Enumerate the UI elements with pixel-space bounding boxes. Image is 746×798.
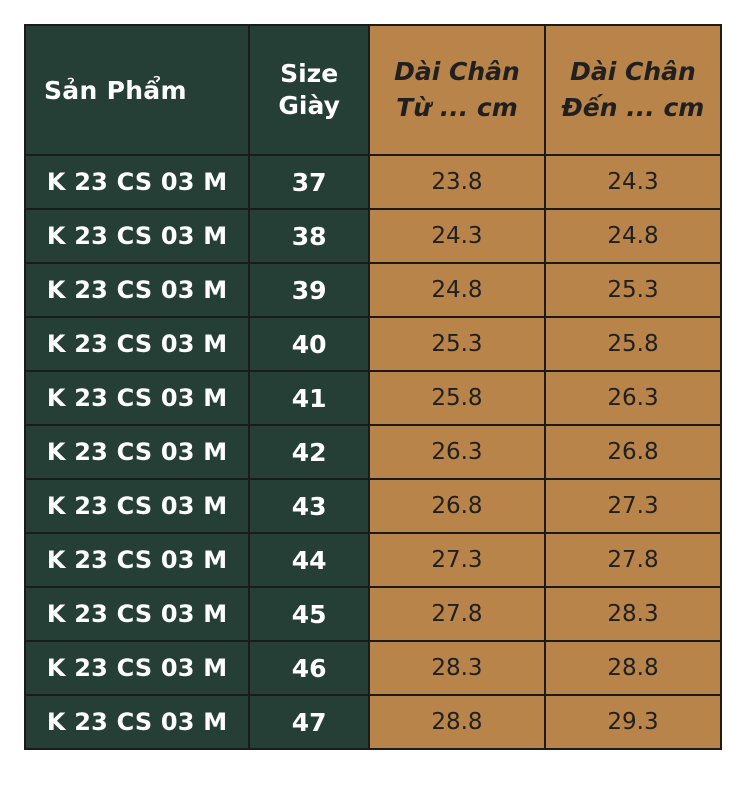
header-foot-length-from: Dài Chân Từ ... cm <box>367 24 546 156</box>
length-to-cell: 26.8 <box>543 424 723 480</box>
size-cell: 46 <box>248 640 370 696</box>
table-row: K 23 CS 03 M 38 24.3 24.8 <box>23 208 723 264</box>
table-body: K 23 CS 03 M 37 23.8 24.3 K 23 CS 03 M 38 24.3… <box>23 154 723 750</box>
header-row: Sản Phẩm Size Giày Dài Chân Từ ... cm Dà… <box>23 24 723 156</box>
header-size-line1: Size <box>280 59 339 88</box>
length-to-cell: 29.3 <box>543 694 723 750</box>
size-cell: 44 <box>248 532 370 588</box>
product-cell: K 23 CS 03 M <box>23 532 251 588</box>
size-chart-table: Sản Phẩm Size Giày Dài Chân Từ ... cm Dà… <box>23 24 723 750</box>
table-row: K 23 CS 03 M 47 28.8 29.3 <box>23 694 723 750</box>
product-cell: K 23 CS 03 M <box>23 424 251 480</box>
length-to-cell: 28.8 <box>543 640 723 696</box>
size-cell: 47 <box>248 694 370 750</box>
length-from-cell: 24.3 <box>367 208 546 264</box>
header-from-line1: Dài Chân <box>394 57 520 86</box>
length-to-cell: 28.3 <box>543 586 723 642</box>
length-from-cell: 24.8 <box>367 262 546 318</box>
length-from-cell: 23.8 <box>367 154 546 210</box>
product-cell: K 23 CS 03 M <box>23 640 251 696</box>
length-from-cell: 28.3 <box>367 640 546 696</box>
header-shoe-size: Size Giày <box>248 24 370 156</box>
length-from-cell: 27.3 <box>367 532 546 588</box>
header-to-line1: Dài Chân <box>570 57 696 86</box>
length-from-cell: 27.8 <box>367 586 546 642</box>
size-cell: 40 <box>248 316 370 372</box>
header-from-line2: Từ ... cm <box>396 93 518 122</box>
table-row: K 23 CS 03 M 41 25.8 26.3 <box>23 370 723 426</box>
length-from-cell: 28.8 <box>367 694 546 750</box>
table-row: K 23 CS 03 M 46 28.3 28.8 <box>23 640 723 696</box>
size-cell: 37 <box>248 154 370 210</box>
table-row: K 23 CS 03 M 42 26.3 26.8 <box>23 424 723 480</box>
table-row: K 23 CS 03 M 44 27.3 27.8 <box>23 532 723 588</box>
length-to-cell: 24.3 <box>543 154 723 210</box>
length-from-cell: 26.3 <box>367 424 546 480</box>
product-cell: K 23 CS 03 M <box>23 478 251 534</box>
length-to-cell: 27.3 <box>543 478 723 534</box>
size-cell: 43 <box>248 478 370 534</box>
table-row: K 23 CS 03 M 43 26.8 27.3 <box>23 478 723 534</box>
header-size-line2: Giày <box>278 91 340 120</box>
header-product-label: Sản Phẩm <box>44 75 187 105</box>
length-to-cell: 25.3 <box>543 262 723 318</box>
length-to-cell: 27.8 <box>543 532 723 588</box>
table-row: K 23 CS 03 M 40 25.3 25.8 <box>23 316 723 372</box>
size-cell: 45 <box>248 586 370 642</box>
table-row: K 23 CS 03 M 39 24.8 25.3 <box>23 262 723 318</box>
product-cell: K 23 CS 03 M <box>23 370 251 426</box>
length-to-cell: 26.3 <box>543 370 723 426</box>
product-cell: K 23 CS 03 M <box>23 208 251 264</box>
header-product: Sản Phẩm <box>23 24 251 156</box>
size-cell: 38 <box>248 208 370 264</box>
size-cell: 39 <box>248 262 370 318</box>
size-cell: 41 <box>248 370 370 426</box>
table-row: K 23 CS 03 M 37 23.8 24.3 <box>23 154 723 210</box>
header-foot-length-to: Dài Chân Đến ... cm <box>543 24 723 156</box>
header-to-line2: Đến ... cm <box>561 93 705 122</box>
product-cell: K 23 CS 03 M <box>23 694 251 750</box>
length-from-cell: 25.3 <box>367 316 546 372</box>
product-cell: K 23 CS 03 M <box>23 154 251 210</box>
length-from-cell: 25.8 <box>367 370 546 426</box>
table-row: K 23 CS 03 M 45 27.8 28.3 <box>23 586 723 642</box>
length-from-cell: 26.8 <box>367 478 546 534</box>
length-to-cell: 25.8 <box>543 316 723 372</box>
product-cell: K 23 CS 03 M <box>23 262 251 318</box>
product-cell: K 23 CS 03 M <box>23 586 251 642</box>
length-to-cell: 24.8 <box>543 208 723 264</box>
product-cell: K 23 CS 03 M <box>23 316 251 372</box>
size-cell: 42 <box>248 424 370 480</box>
